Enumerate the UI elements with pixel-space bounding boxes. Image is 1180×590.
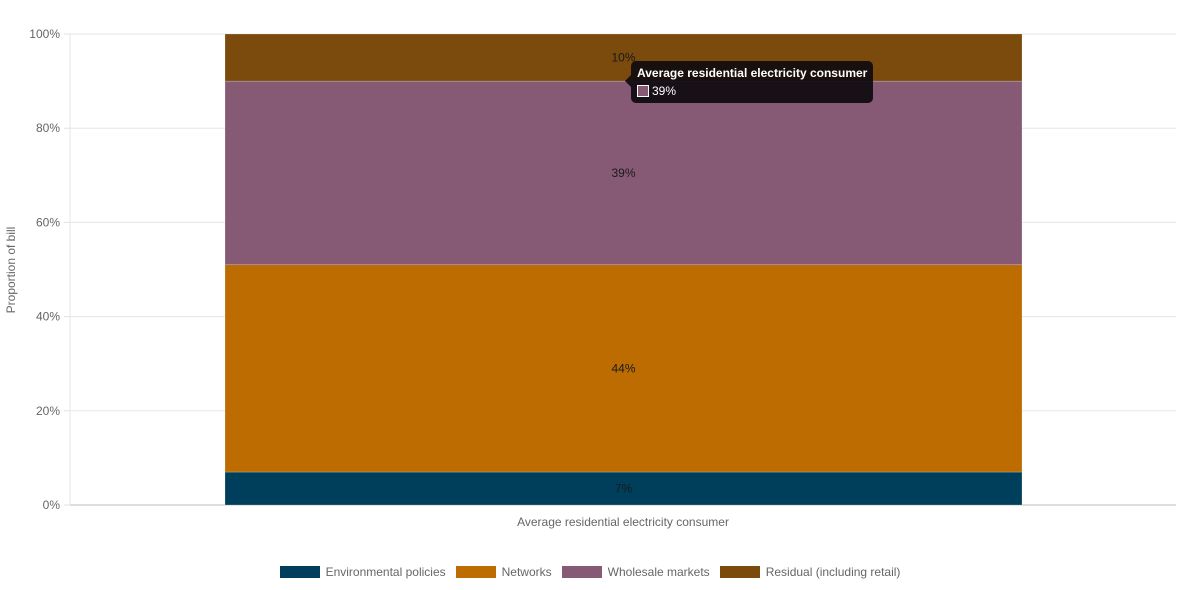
data-labels: 7% 44% 39% 10%	[611, 51, 635, 496]
legend-item-4[interactable]: Residual (including retail)	[719, 565, 901, 579]
legend-swatch	[455, 566, 496, 578]
legend-item-2[interactable]: Networks	[455, 565, 552, 579]
tooltip-swatch	[637, 85, 649, 97]
legend-label: Environmental policies	[325, 565, 446, 579]
tooltip-arrow	[625, 75, 631, 87]
bar-segment-2[interactable]	[224, 264, 1023, 473]
legend-label: Networks	[501, 565, 552, 579]
y-tick-label: 0%	[43, 498, 61, 512]
bar-segment-3[interactable]	[224, 80, 1023, 266]
legend-swatch	[279, 566, 320, 578]
y-tick-label: 80%	[36, 121, 60, 135]
chart-legend: Environmental policies Networks Wholesale …	[0, 565, 1180, 579]
legend-swatch	[719, 566, 760, 578]
data-label-2: 44%	[611, 361, 635, 375]
x-category-label: Average residential electricity consumer	[517, 515, 729, 529]
data-label-3: 39%	[611, 166, 635, 180]
y-axis-ticks: 0% 20% 40% 60% 80% 100%	[29, 27, 70, 512]
bar-segments	[224, 33, 1023, 506]
tooltip-value: 39%	[652, 84, 677, 98]
y-tick-label: 40%	[36, 310, 60, 324]
y-tick-label: 20%	[36, 404, 60, 418]
chart-tooltip: Average residential electricity consumer…	[625, 61, 874, 103]
legend-swatch	[561, 566, 602, 578]
bar-segment-1[interactable]	[224, 471, 1023, 506]
legend-label: Wholesale markets	[607, 565, 710, 579]
legend-item-1[interactable]: Environmental policies	[279, 565, 446, 579]
y-tick-label: 100%	[29, 27, 60, 41]
tooltip-title: Average residential electricity consumer	[637, 66, 868, 80]
data-label-4: 10%	[611, 51, 635, 65]
legend-item-3[interactable]: Wholesale markets	[561, 565, 710, 579]
y-tick-label: 60%	[36, 215, 60, 229]
bar-segment-4[interactable]	[224, 33, 1023, 82]
y-axis-title: Proportion of bill	[4, 227, 18, 314]
tooltip-row: 39%	[637, 84, 867, 98]
data-label-1: 7%	[615, 482, 633, 496]
legend-label: Residual (including retail)	[765, 565, 901, 579]
